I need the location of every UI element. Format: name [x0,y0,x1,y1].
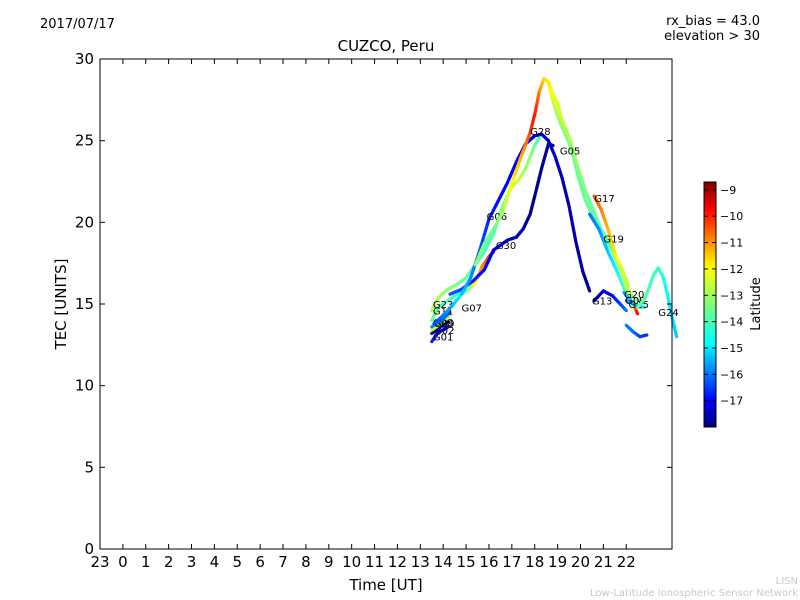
satellite-label: G30 [496,241,516,252]
y-tick-label: 10 [75,377,94,395]
satellite-label: G06 [487,212,507,223]
credit-long: Low-Latitude Ionospheric Sensor Network [590,588,798,599]
x-tick-label: 14 [434,553,453,571]
y-tick-label: 30 [75,50,94,68]
y-axis-label: TEC [UNITS] [52,259,70,351]
x-tick-label: 16 [479,553,498,571]
x-tick-label: 7 [278,553,288,571]
x-tick-label: 12 [388,553,407,571]
x-tick-label: 18 [525,553,544,571]
x-tick-label: 13 [411,553,430,571]
series-segment [446,310,452,316]
x-tick-label: 0 [118,553,128,571]
colorbar-tick-label: −16 [720,368,743,381]
satellite-label: G28 [530,127,550,138]
series-segment [623,308,628,313]
satellite-label: G13 [592,297,612,308]
satellite-label: G17 [594,194,614,205]
y-tick-label: 5 [84,458,94,476]
series-segment [635,310,640,316]
series-g17: G17 [592,194,631,288]
series-g13: G13 [592,289,628,313]
satellite-label: G20 [624,290,644,301]
x-tick-label: 20 [571,553,590,571]
x-tick-label: 6 [255,553,265,571]
y-tick-label: 15 [75,295,94,313]
satellite-label: G23 [433,300,453,311]
colorbar-tick-label: −9 [720,184,736,197]
satellite-label: G11 [433,307,453,318]
satellite-label: G19 [603,235,623,246]
colorbar-tick-label: −17 [720,395,743,408]
satellite-label: G02 [434,326,454,337]
series-g01: G01 [430,325,453,344]
elevation-label: elevation > 30 [664,29,760,44]
satellite-label: G08 [433,318,453,329]
y-tick-label: 0 [84,540,94,558]
series-segment [674,331,679,339]
series-segment [444,320,450,325]
chart-title: CUZCO, Peru [337,37,435,55]
colorbar-tick-label: −11 [720,237,743,250]
x-axis-label: Time [UT] [348,576,422,594]
x-tick-label: 2 [164,553,174,571]
x-tick-label: 15 [457,553,476,571]
satellite-label: G05 [560,146,580,157]
x-tick-label: 4 [210,553,220,571]
x-tick-label: 1 [141,553,151,571]
series-segment [445,325,450,330]
x-tick-label: 23 [90,553,109,571]
credit-short: LISN [775,576,798,587]
colorbar-tick-label: −12 [720,263,743,276]
x-tick-label: 19 [548,553,567,571]
colorbar-label: Latitude [749,277,764,331]
colorbar-tick-label: −14 [720,316,743,329]
colorbar-ticks: −9 −10 −11 −12 −13 −14 −15 −16 −17 [704,184,743,408]
x-tick-label: 21 [594,553,613,571]
series-g28: G28 [473,76,628,282]
series-g06: G06 [459,132,592,296]
series-segment [446,313,452,319]
y-tick-label: 20 [75,213,94,231]
series-g05: G05 [546,80,644,303]
rx-bias-label: rx_bias = 43.0 [666,14,760,29]
series-segment [625,281,631,288]
date-label: 2017/07/17 [40,17,115,32]
satellite-label: G09 [434,319,454,330]
x-tick-label: 11 [365,553,384,571]
series-segment [536,135,541,141]
x-tick-label: 5 [233,553,243,571]
series-g24: G24 [636,266,679,339]
x-tick-label: 10 [342,553,361,571]
rx-bias-info: rx_bias = 43.0 elevation > 30 [664,14,760,44]
series-g08: G08 [430,313,453,332]
satellite-label: G07 [462,303,482,314]
x-tick-label: 9 [324,553,334,571]
colorbar-tick-label: −10 [720,210,743,223]
x-tick-label: 8 [301,553,311,571]
satellite-label: G24 [658,308,678,319]
x-tick-label: 17 [502,553,521,571]
colorbar-tick-label: −15 [720,342,743,355]
x-tick-label: 3 [187,553,197,571]
y-tick-label: 25 [75,132,94,150]
satellite-label: G01 [433,333,453,344]
series-segment [586,286,592,293]
plot-frame [99,58,673,550]
satellite-label: G09 [625,296,645,307]
colorbar-tick-label: −13 [720,289,743,302]
series-g02: G02 [430,320,455,337]
series-g23: G23 [430,135,541,313]
colorbar: −9 −10 −11 −12 −13 −14 −15 −16 −17 Latitude [703,181,764,428]
x-tick-label: 22 [617,553,636,571]
colorbar-gradient [703,181,717,428]
axes: 23 0 1 2 3 4 5 6 7 8 9 10 11 12 13 14 15 16 17 18 19 20 21 2205… [75,50,672,571]
